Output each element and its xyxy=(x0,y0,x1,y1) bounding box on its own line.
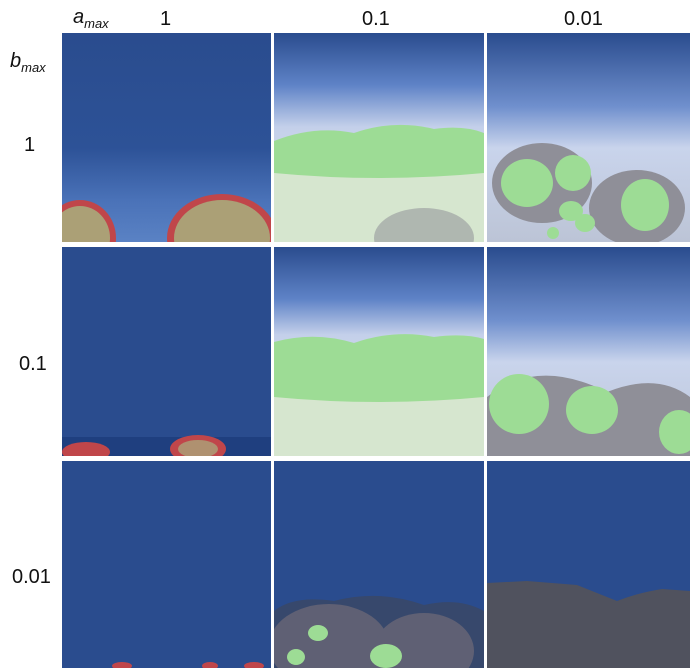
panel-r2-c1 xyxy=(62,247,271,456)
colony xyxy=(575,214,595,232)
panel-r1-c1 xyxy=(62,33,271,242)
colony xyxy=(308,625,328,641)
colony xyxy=(501,159,553,207)
colony xyxy=(202,662,218,668)
column-header-0-1: 0.1 xyxy=(362,8,390,30)
panel-r3-c3 xyxy=(487,461,690,668)
panel-r2-c2 xyxy=(274,247,484,456)
panel-r2-c3 xyxy=(487,247,690,456)
panel-r1-c3 xyxy=(487,33,690,242)
colony xyxy=(547,227,559,239)
colony xyxy=(287,649,305,665)
panel-r1-c2 xyxy=(274,33,484,242)
row-header-0-1: 0.1 xyxy=(19,353,47,375)
colony xyxy=(659,410,690,454)
colony xyxy=(62,442,110,456)
colony xyxy=(489,374,549,434)
colony xyxy=(621,179,669,231)
panel-r3-c1 xyxy=(62,461,271,668)
a-max-axis-label: amax xyxy=(73,6,109,31)
row-header-0-01: 0.01 xyxy=(12,566,51,588)
panel-r3-c2 xyxy=(274,461,484,668)
column-header-0-01: 0.01 xyxy=(564,8,603,30)
row-header-1: 1 xyxy=(24,134,36,156)
b-max-axis-label: bmax xyxy=(10,50,46,75)
colony xyxy=(555,155,591,191)
colony xyxy=(370,644,402,668)
colony xyxy=(112,662,132,668)
colony xyxy=(559,201,583,221)
colony xyxy=(566,386,618,434)
colony xyxy=(244,662,264,668)
column-header-1: 1 xyxy=(160,8,172,30)
